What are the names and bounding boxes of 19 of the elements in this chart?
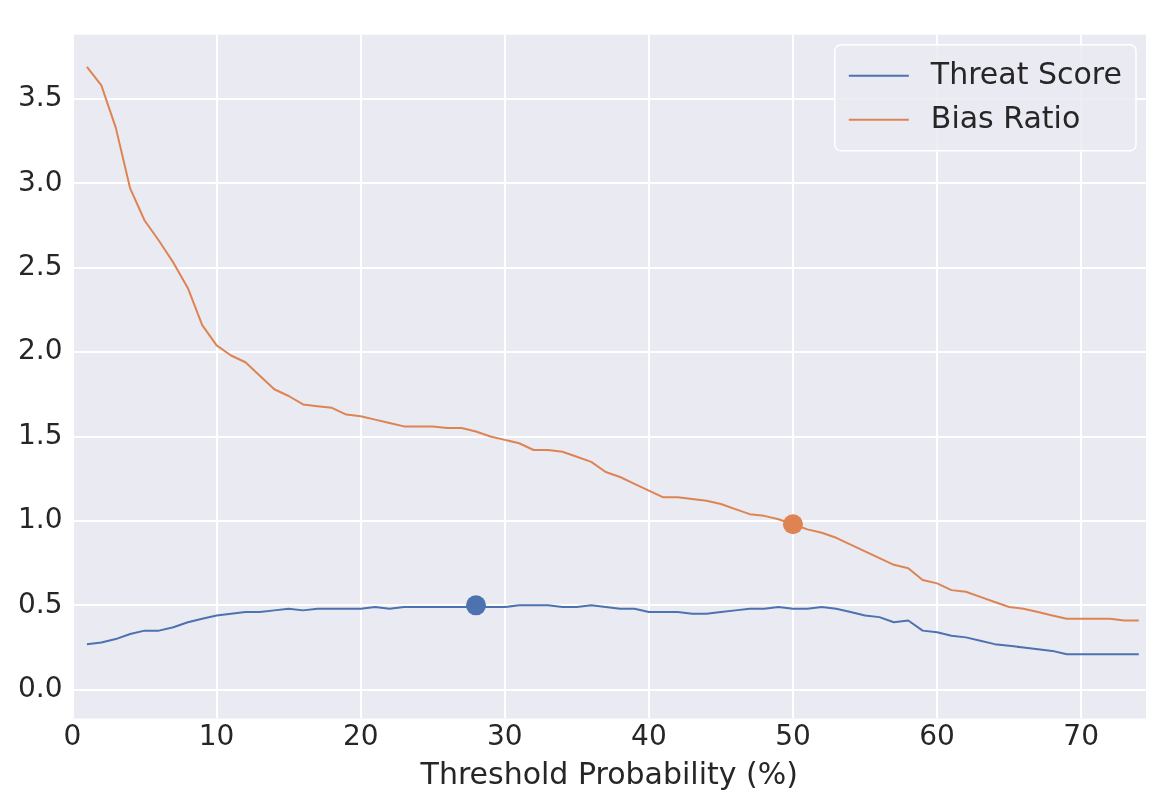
y-tick-label: 0.0 [18,670,63,704]
x-tick-label: 40 [631,719,667,753]
y-tick-label: 3.5 [18,80,63,114]
x-tick-label: 10 [198,719,235,753]
x-tick-label: 50 [775,719,811,753]
x-tick-label: 60 [919,719,955,753]
y-tick-label: 0.5 [18,586,63,620]
y-tick-label: 1.5 [18,417,63,451]
x-tick-label: 30 [486,719,523,753]
legend-label: Bias Ratio [930,99,1081,135]
y-tick-label: 1.0 [18,502,63,536]
x-tick-label: 20 [342,719,379,753]
y-tick-label: 2.0 [18,333,63,367]
x-tick-label: 70 [1063,719,1099,753]
y-tick-label: 2.5 [18,249,63,283]
y-tick-label: 3.0 [18,164,63,198]
x-axis-title: Threshold Probability (%) [419,755,798,791]
x-tick-label: 0 [63,719,82,753]
legend-label: Threat Score [929,55,1123,91]
